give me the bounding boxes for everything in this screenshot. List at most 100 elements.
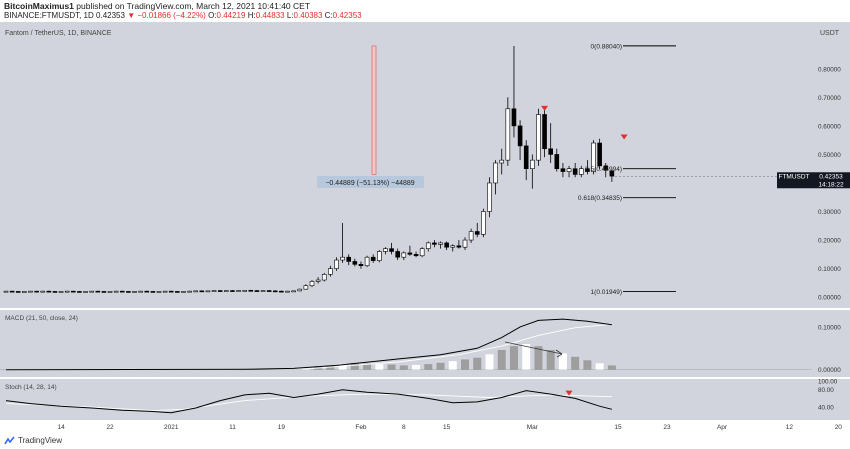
candle-up [83,291,88,293]
author-name[interactable]: BitcoinMaximus1 [4,1,74,11]
candle-down [432,242,437,245]
tradingview-logo[interactable]: TradingView [4,436,62,445]
candle-down [9,290,15,293]
candle-up [505,108,511,161]
current-price-tag: FTMUSDT 0.42353 14:18:22 [614,172,850,189]
last-price: 0.42353 [96,11,125,20]
candlestick-series[interactable] [3,45,615,293]
candle-up [425,242,431,249]
stoch-tick-label: 100.00 [818,379,838,386]
candle-up [364,256,370,267]
chart-title: Fantom / TetherUS, 1D, BINANCE [5,30,112,37]
high-label: H: [247,11,256,20]
candle-up [260,290,266,292]
currency-label: USDT [820,30,840,37]
candle-up [236,290,241,292]
time-axis[interactable] [0,420,850,433]
candle-down [554,154,560,170]
time-tick-label: 12 [786,424,794,431]
macd-signal-line [5,323,612,371]
candle-down [34,290,39,293]
macd-histogram-bar [558,353,567,370]
close-label: C: [324,11,333,20]
candle-down [248,289,254,292]
candle-down [119,290,125,293]
measure-range-bar[interactable] [371,45,377,175]
candle-up [211,290,217,292]
candle-down [52,291,58,293]
macd-indicator[interactable]: 0.10000 0.00000 [0,318,841,374]
candle-up [481,211,486,235]
sell-arrow-icon [620,134,628,140]
price-tick-label: 0.30000 [818,209,841,216]
macd-histogram-bar [583,360,592,370]
candle-up [462,239,468,248]
low-label: L: [286,11,294,20]
macd-histogram-bar [412,365,421,370]
fib-level-label: 1(0.01949) [591,289,622,296]
stoch-k-line [5,389,613,414]
candle-up [315,279,321,282]
macd-histogram-bar [546,350,555,370]
macd-histogram-bar [595,363,604,370]
stoch-pane-bg [0,379,812,420]
macd-histogram-bar [350,362,359,370]
price-tag-value: 0.42353 [819,173,843,180]
time-tick-label: 14 [57,424,65,431]
candle-down [150,291,156,293]
price-tag-bg [812,172,850,189]
time-axis-ticks: 14 22 2021 11 19 Feb 8 15 Mar 15 23 Apr 12 20 [57,424,842,431]
time-tick-label: 8 [402,424,406,431]
candle-up [285,290,290,293]
tradingview-icon [4,436,15,445]
chart-canvas[interactable]: Fantom / TetherUS, 1D, BINANCE USDT MACD… [0,22,850,433]
price-tag-countdown: 14:18:22 [818,181,844,188]
candle-up [493,162,498,184]
candle-up [22,291,27,293]
measure-label: −0.44889 (−51.13%) −44889 [325,180,414,187]
price-axis[interactable] [812,22,850,420]
measure-tool[interactable]: −0.44889 (−51.13%) −44889 [317,45,424,188]
candle-up [578,168,584,175]
candle-up [181,291,186,293]
price-tick-label: 0.20000 [818,238,841,245]
time-tick-label: 11 [229,424,236,431]
candle-up [303,285,309,290]
down-arrow-icon: ▼ [127,11,136,20]
stoch-title: Stoch (14, 28, 14) [5,384,57,391]
candle-down [542,114,547,150]
time-tick-label: 15 [443,424,451,431]
candle-down [370,256,376,261]
candle-up [321,274,327,281]
candle-down [46,290,52,293]
candle-up [64,290,70,293]
open-value: 0.44219 [216,11,246,20]
macd-histogram-bar [326,365,335,370]
stoch-tick-label: 80.00 [818,387,834,394]
macd-histogram-bar [534,346,543,370]
ohlc-line: BINANCE:FTMUSDT, 1D 0.42353 ▼ −0.01866 (… [4,11,362,20]
tradingview-brand: TradingView [18,436,63,445]
candle-down [523,145,529,170]
publish-info-text: published on TradingView.com, March 12, … [73,1,311,11]
candle-up [187,290,192,293]
price-tick-label: 0.50000 [818,152,841,159]
candle-down [15,291,21,293]
price-tick-label: 0.80000 [818,66,841,73]
footer: TradingView [0,433,850,449]
candle-up [530,159,535,170]
time-tick-label: 19 [278,424,286,431]
macd-tick-label: 0.00000 [818,367,841,374]
arrowhead-icon [555,349,563,358]
fibonacci-retracement[interactable]: 0(0.88040) 0.5(0.44994) 0.618(0.34835) 1(0.… [578,43,676,296]
candle-up [224,290,229,292]
macd-line [5,318,612,371]
candle-down [95,290,101,293]
main-pane-bg [0,22,812,308]
macd-histogram-bar [424,364,433,370]
price-change: −0.01866 (−4.22%) [137,11,206,20]
macd-histogram-bar [387,364,396,370]
candle-up [340,256,345,261]
candle-up [438,242,443,245]
